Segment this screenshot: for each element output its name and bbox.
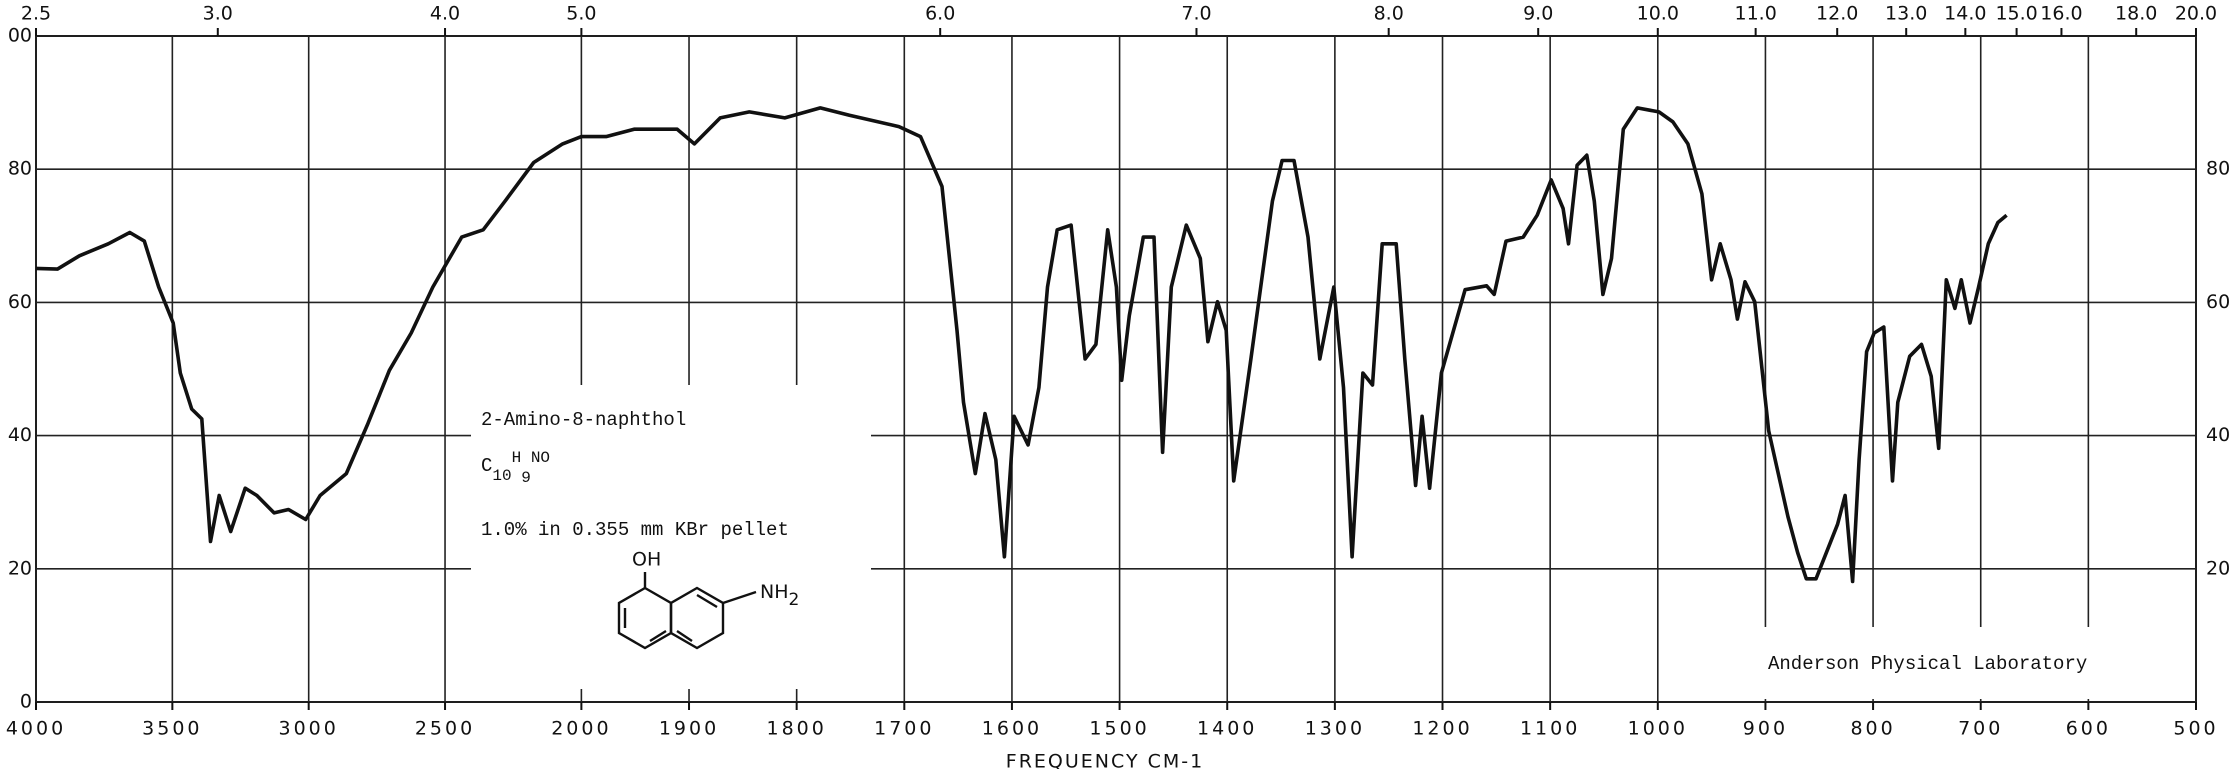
x2-tick-label: 7.0 xyxy=(1181,3,1211,25)
x-tick-label: 3500 xyxy=(142,718,202,740)
formula-part: NO xyxy=(531,449,550,467)
y-tick-label: 60 xyxy=(8,291,32,313)
x2-tick-label: 8.0 xyxy=(1374,3,1404,25)
lab-box xyxy=(1762,627,2153,699)
double-bond xyxy=(696,593,718,609)
formula-part: C xyxy=(481,455,492,477)
x-tick-label: 1900 xyxy=(659,718,719,740)
y2-tick-label: 20 xyxy=(2206,557,2230,579)
x-tick-label: 1400 xyxy=(1197,718,1257,740)
x-tick-label: 3000 xyxy=(279,718,339,740)
nh2-part: NH xyxy=(760,581,789,603)
x2-tick-label: 6.0 xyxy=(925,3,955,25)
y-tick-label: 20 xyxy=(8,557,32,579)
bond xyxy=(722,590,757,605)
sample-note: 1.0% in 0.355 mm KBr pellet xyxy=(481,519,789,541)
grid xyxy=(35,28,2197,710)
x-tick-label: 1700 xyxy=(874,718,934,740)
y-tick-label: 0 xyxy=(20,691,32,713)
formula-part: 9 xyxy=(521,469,531,487)
x-tick-label: 1300 xyxy=(1305,718,1365,740)
y2-tick-label: 40 xyxy=(2206,424,2230,446)
formula-part: H xyxy=(512,449,522,467)
x2-tick-label: 20.0 xyxy=(2175,3,2217,25)
formula-part: 10 xyxy=(492,467,511,485)
nh2-part: 2 xyxy=(789,590,800,610)
x2-tick-label: 15.0 xyxy=(1995,3,2037,25)
x2-tick-label: 13.0 xyxy=(1885,3,1927,25)
y-tick-label: 80 xyxy=(8,158,32,180)
x-tick-label: 1100 xyxy=(1520,718,1580,740)
x-tick-label: 600 xyxy=(2066,718,2111,740)
y2-tick-label: 80 xyxy=(2206,158,2230,180)
x2-tick-label: 16.0 xyxy=(2040,3,2082,25)
y2-tick-label: 60 xyxy=(2206,291,2230,313)
x-tick-label: 1600 xyxy=(982,718,1042,740)
x2-tick-label: 4.0 xyxy=(430,3,460,25)
x2-tick-label: 3.0 xyxy=(203,3,233,25)
x-tick-label: 1800 xyxy=(766,718,826,740)
compound-name: 2-Amino-8-naphthol xyxy=(481,409,686,431)
x-tick-label: 1000 xyxy=(1628,718,1688,740)
x-tick-label: 4000 xyxy=(6,718,66,740)
lab-label: Anderson Physical Laboratory xyxy=(1768,653,2087,675)
x-tick-label: 2000 xyxy=(551,718,611,740)
x2-tick-label: 2.5 xyxy=(21,3,51,25)
x2-tick-label: 14.0 xyxy=(1944,3,1986,25)
y-tick-label: 40 xyxy=(8,424,32,446)
x-tick-label: 500 xyxy=(2173,718,2218,740)
nh2-label: NH2 xyxy=(760,581,799,611)
x2-tick-label: 9.0 xyxy=(1523,3,1553,25)
x2-tick-label: 11.0 xyxy=(1734,3,1776,25)
spectrum-line xyxy=(35,106,2008,584)
x-tick-label: 2500 xyxy=(415,718,475,740)
x-tick-label: 700 xyxy=(1958,718,2003,740)
x2-tick-label: 5.0 xyxy=(566,3,596,25)
x2-tick-label: 18.0 xyxy=(2115,3,2157,25)
double-bond xyxy=(649,629,667,643)
y-tick-label: 00 xyxy=(8,25,32,47)
structure xyxy=(617,572,757,650)
formula: C10H 9NO xyxy=(481,449,550,487)
x2-tick-label: 12.0 xyxy=(1816,3,1858,25)
x-tick-label: 1500 xyxy=(1089,718,1149,740)
x-axis-label: FREQUENCY CM-1 xyxy=(1006,751,1204,769)
inset-box xyxy=(471,385,871,689)
x-tick-label: 800 xyxy=(1850,718,1895,740)
x2-tick-label: 10.0 xyxy=(1637,3,1679,25)
double-bond xyxy=(676,630,693,642)
plot-frame xyxy=(35,35,2197,703)
oh-label: OH xyxy=(632,549,661,571)
x-tick-label: 900 xyxy=(1743,718,1788,740)
x-tick-label: 1200 xyxy=(1412,718,1472,740)
